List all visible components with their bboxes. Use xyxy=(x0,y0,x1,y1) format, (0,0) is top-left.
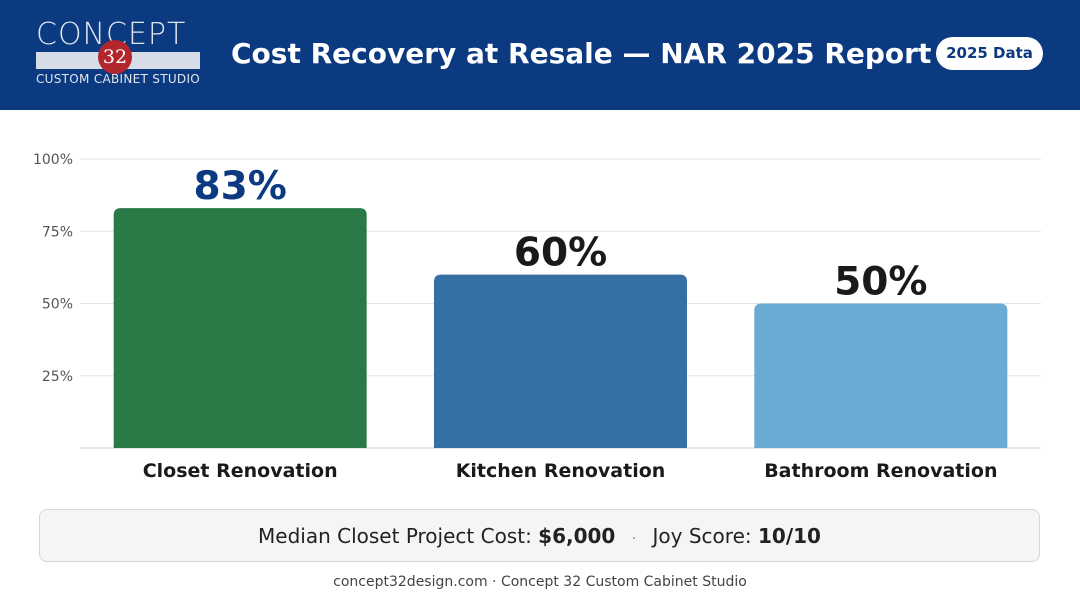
page-title: Cost Recovery at Resale — NAR 2025 Repor… xyxy=(231,37,932,70)
x-category-label: Kitchen Renovation xyxy=(456,460,666,482)
bar-value-label: 83% xyxy=(193,164,286,209)
logo-number-badge: 32 xyxy=(98,40,132,74)
header-banner: CONCEPT 32 CUSTOM CABINET STUDIO Cost Re… xyxy=(0,0,1080,110)
bar xyxy=(434,274,687,448)
concept32-logo: CONCEPT 32 CUSTOM CABINET STUDIO xyxy=(36,18,202,88)
y-tick-label: 25% xyxy=(42,369,73,385)
summary-separator: · xyxy=(631,531,637,547)
x-category-label: Closet Renovation xyxy=(143,460,338,482)
bar-chart: 25% 50% 75% 100% 83% Closet Renovation 60% Kitc… xyxy=(33,152,1041,482)
bar-value-label: 60% xyxy=(514,231,607,276)
bar xyxy=(113,208,367,448)
bar xyxy=(754,303,1008,448)
site-credit: concept32design.com · Concept 32 Custom … xyxy=(333,574,747,590)
joy-score-value: 10/10 xyxy=(757,524,821,548)
joy-score-label: Joy Score: xyxy=(652,524,752,548)
y-tick-label: 100% xyxy=(33,152,73,168)
logo-subtitle: CUSTOM CABINET STUDIO xyxy=(36,72,201,86)
median-cost-label: Median Closet Project Cost: xyxy=(258,524,532,548)
x-category-label: Bathroom Renovation xyxy=(764,460,997,482)
summary-box: Median Closet Project Cost: $6,000 · Joy… xyxy=(39,509,1040,562)
median-cost-value: $6,000 xyxy=(538,524,616,548)
y-tick-label: 50% xyxy=(42,297,73,313)
data-year-badge: 2025 Data xyxy=(936,37,1043,70)
bar-value-label: 50% xyxy=(834,260,927,305)
y-tick-label: 75% xyxy=(42,224,73,240)
